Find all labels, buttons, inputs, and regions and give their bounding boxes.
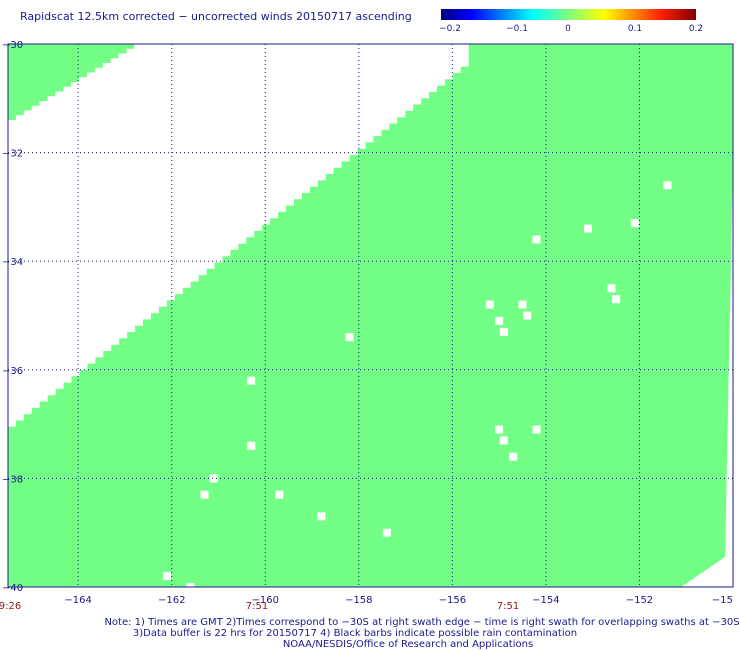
swath-time-label: 9:26 [0,601,21,612]
missing-cell [523,311,532,320]
colorbar [441,9,696,20]
missing-cell [345,333,354,342]
x-tick-label: −152 [626,595,653,606]
missing-cell [499,436,508,445]
y-tick-label: −40 [2,583,23,594]
missing-cell [584,224,592,233]
y-tick-label: −32 [2,149,23,160]
credit-text: NOAA/NESDIS/Office of Research and Appli… [283,639,533,650]
note-text: 3)Data buffer is 22 hrs for 20150717 4) … [133,628,577,639]
missing-cell [532,425,541,434]
missing-cell [607,284,616,293]
x-tick-label: −162 [158,595,185,606]
x-tick-label: −158 [345,595,372,606]
missing-cell [509,452,518,461]
missing-cell [663,181,672,190]
missing-cell [200,490,209,499]
y-tick-label: −34 [2,257,23,268]
missing-cell [317,512,326,521]
missing-cell [495,425,504,434]
missing-cell [275,490,284,499]
missing-cell [485,300,494,309]
swath-corner [8,44,135,120]
missing-cell [499,327,508,336]
swath-time-label: 7:51 [497,601,519,612]
missing-cell [630,219,639,228]
missing-cell [532,235,541,244]
note-text: Note: 1) Times are GMT 2)Times correspon… [104,617,739,628]
x-tick-label: −15 [712,595,733,606]
swath-time-label: 7:51 [246,601,268,612]
missing-cell [247,441,256,450]
colorbar-tick-label: 0 [565,24,571,34]
chart-title: Rapidscat 12.5km corrected − uncorrected… [20,10,412,23]
x-tick-label: −156 [439,595,466,606]
x-tick-label: −154 [532,595,559,606]
colorbar-tick-label: 0.1 [628,24,642,34]
y-tick-label: −38 [2,474,23,485]
y-tick-label: −30 [2,40,23,51]
colorbar-tick-label: −0.1 [506,24,528,34]
x-tick-label: −164 [64,595,91,606]
missing-cell [209,474,218,483]
missing-cell [495,316,504,325]
y-tick-label: −36 [2,366,23,377]
missing-cell [382,528,391,537]
missing-cell [612,295,621,304]
missing-cell [247,376,256,385]
swath-main [8,44,733,587]
x-tick-label: −160 [252,595,279,606]
colorbar-tick-label: 0.2 [689,24,703,34]
missing-cell [163,572,171,581]
colorbar-tick-label: −0.2 [439,24,461,34]
plot-frame [7,43,734,588]
missing-cell [518,300,527,309]
